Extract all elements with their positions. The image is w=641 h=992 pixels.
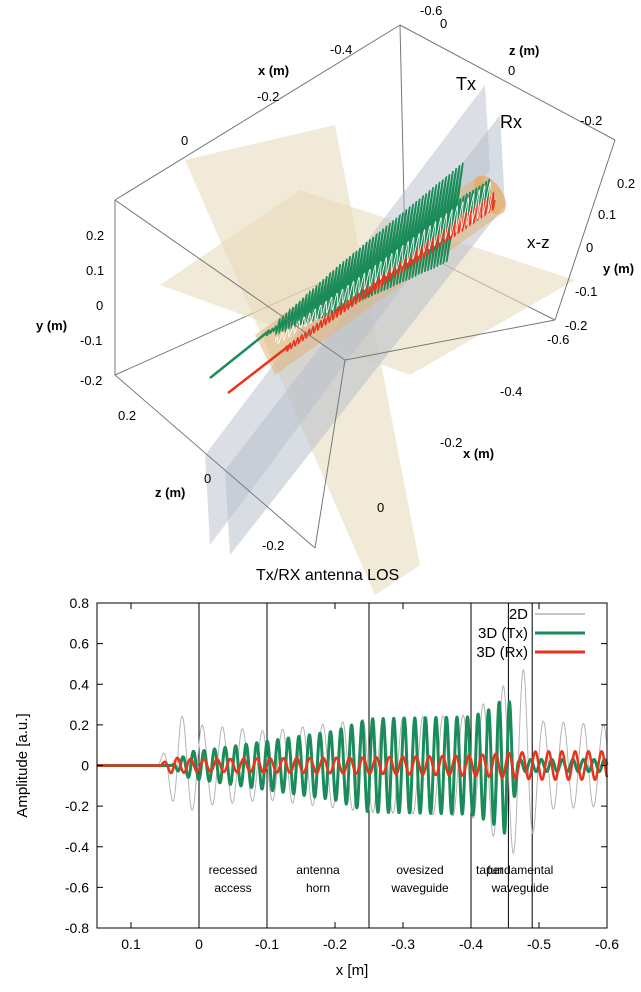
- trace-line: [274, 181, 493, 344]
- x-axis-top-title: x (m): [258, 63, 289, 78]
- y-right-tick: 0: [586, 240, 593, 255]
- x-tick-label: -0.2: [323, 936, 347, 952]
- y-left-tick: -0.2: [80, 373, 102, 388]
- y-tick-label: 0.4: [70, 676, 90, 692]
- y-tick-label: -0.8: [65, 920, 89, 936]
- z-bottom-tick: -0.2: [262, 538, 284, 553]
- region-label: waveguide: [491, 881, 550, 895]
- series-line: [95, 700, 609, 835]
- y-left-tick: 0: [96, 298, 103, 313]
- z-axis-bottom-title: z (m): [155, 485, 185, 500]
- x-axis-label: x [m]: [336, 962, 369, 979]
- z-bottom-tick: 0: [204, 471, 211, 486]
- x-tick-label: -0.1: [255, 936, 279, 952]
- y-tick-label: -0.4: [65, 839, 89, 855]
- region-label: horn: [306, 881, 330, 895]
- x-bottom-tick: 0: [377, 500, 384, 515]
- y-left-tick: 0.2: [86, 228, 104, 243]
- x-ticks: 0.1 0 -0.1 -0.2 -0.3 -0.4 -0.5 -0.6: [121, 603, 619, 952]
- 3d-rx-trace: [284, 190, 496, 353]
- 3d-geometry-panel: Tx Rx x-z x (m) z (m) y (m) y (m) x (m) …: [36, 3, 635, 595]
- legend-label: 3D (Tx): [478, 625, 528, 642]
- x-tick-label: 0: [195, 936, 203, 952]
- y-tick-label: 0.6: [70, 636, 90, 652]
- x-tick-label: -0.5: [527, 936, 551, 952]
- y-axis-right-title: y (m): [603, 261, 634, 276]
- series-2d-line: [96, 669, 608, 854]
- z-bottom-tick: 0.2: [118, 408, 136, 423]
- 3d-tx-trace: [264, 162, 491, 337]
- y-axis-label: Amplitude [a.u.]: [14, 713, 31, 817]
- x-top-tick: 0: [181, 133, 188, 148]
- series-3d-rx-line: [96, 750, 609, 781]
- region-label: access: [214, 881, 251, 895]
- y-right-tick: 0.1: [598, 207, 616, 222]
- trace-line: [284, 190, 496, 353]
- box-front-edges: [114, 139, 616, 549]
- panel-caption: Tx/RX antenna LOS: [256, 567, 399, 584]
- amplitude-chart: 0.1 0 -0.1 -0.2 -0.3 -0.4 -0.5 -0.6 -0.8-0.6-0.…: [14, 595, 619, 979]
- x-tick-label: -0.3: [391, 936, 415, 952]
- x-top-tick: -0.6: [420, 3, 442, 18]
- z-top-tick: -0.2: [580, 113, 602, 128]
- y-ticks: -0.8 -0.6 -0.4 -0.2 0 0.2 0.4 0.6 0.8: [65, 595, 607, 936]
- legend-label: 2D: [509, 606, 528, 623]
- x-top-tick: -0.2: [257, 89, 279, 104]
- y-tick-label: 0.2: [70, 717, 90, 733]
- region-label: recessed: [209, 863, 258, 877]
- z-top-tick: 0: [508, 63, 515, 78]
- z-axis-top-title: z (m): [509, 43, 539, 58]
- x-tick-label: -0.6: [595, 936, 619, 952]
- y-tick-label: -0.6: [65, 879, 89, 895]
- 3d-tx-entry-line: [209, 329, 271, 379]
- y-tick-label: 0.8: [70, 595, 90, 611]
- trace-line: [264, 162, 491, 337]
- y-right-tick: 0.2: [617, 176, 635, 191]
- xz-plane-label: x-z: [527, 233, 550, 252]
- region-label: ovesized: [396, 863, 443, 877]
- y-right-tick: -0.2: [565, 318, 587, 333]
- x-tick-label: -0.4: [459, 936, 483, 952]
- y-tick-label: -0.2: [65, 798, 89, 814]
- rx-label: Rx: [500, 112, 522, 132]
- series-line: [96, 750, 609, 781]
- region-label: waveguide: [390, 881, 449, 895]
- y-left-tick: -0.1: [80, 333, 102, 348]
- 3d-2d-trace: [274, 181, 493, 344]
- region-labels: recessed access antenna horn ovesized wavegui…: [209, 863, 554, 895]
- x-bottom-tick: -0.6: [547, 332, 569, 347]
- y-axis-left-title: y (m): [36, 318, 67, 333]
- x-bottom-tick: -0.4: [500, 384, 522, 399]
- z-top-tick: 0: [440, 16, 447, 31]
- 3d-rx-entry-line: [227, 344, 291, 394]
- series-3d-tx-line: [95, 700, 609, 835]
- y-tick-label: 0: [81, 758, 89, 774]
- tx-label: Tx: [456, 74, 476, 94]
- region-label: fundamental: [487, 863, 553, 877]
- legend-label: 3D (Rx): [476, 644, 528, 661]
- region-label: taper: [476, 863, 503, 877]
- series-line: [96, 669, 608, 854]
- x-top-tick: -0.4: [330, 42, 352, 57]
- x-bottom-tick: -0.2: [440, 435, 462, 450]
- legend: 2D 3D (Tx) 3D (Rx): [476, 606, 585, 661]
- y-left-tick: 0.1: [86, 263, 104, 278]
- x-axis-bottom-title: x (m): [463, 446, 494, 461]
- y-right-tick: -0.1: [575, 284, 597, 299]
- region-label: antenna: [296, 863, 340, 877]
- x-tick-label: 0.1: [121, 936, 141, 952]
